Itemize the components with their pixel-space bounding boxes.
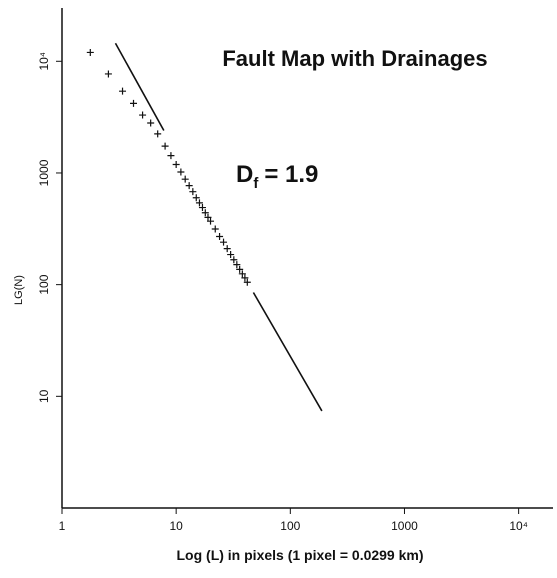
data-point bbox=[139, 111, 147, 119]
data-point bbox=[230, 256, 238, 264]
data-point bbox=[154, 130, 162, 138]
x-tick-label: 10 bbox=[169, 519, 183, 533]
y-tick-label: 10 bbox=[37, 389, 51, 403]
y-tick-label: 100 bbox=[37, 274, 51, 294]
data-point bbox=[227, 251, 235, 259]
data-point bbox=[243, 278, 251, 286]
x-axis-label: Log (L) in pixels (1 pixel = 0.0299 km) bbox=[176, 547, 423, 563]
data-point bbox=[236, 265, 244, 273]
data-point bbox=[181, 175, 189, 183]
data-point bbox=[198, 204, 206, 212]
data-point bbox=[241, 274, 249, 282]
y-tick-label: 10⁴ bbox=[37, 52, 51, 71]
data-point bbox=[86, 48, 94, 56]
annotation-symbol: D bbox=[236, 161, 253, 188]
data-point bbox=[233, 261, 241, 269]
data-point bbox=[104, 70, 112, 78]
data-point bbox=[167, 152, 175, 160]
chart-title: Fault Map with Drainages bbox=[222, 46, 487, 71]
data-point bbox=[220, 238, 228, 246]
annotation-subscript: f bbox=[253, 175, 259, 192]
y-axis-label: LG(N) bbox=[13, 275, 25, 305]
data-point bbox=[195, 199, 203, 207]
data-point bbox=[130, 99, 138, 107]
annotation-text: = 1.9 bbox=[264, 161, 318, 188]
annotation: Df = 1.9 bbox=[236, 161, 318, 192]
data-point bbox=[192, 194, 200, 202]
data-point bbox=[161, 142, 169, 150]
x-tick-label: 1000 bbox=[391, 519, 418, 533]
x-tick-label: 10⁴ bbox=[509, 519, 528, 533]
fit-line bbox=[114, 42, 165, 131]
fit-line bbox=[252, 292, 323, 412]
data-point bbox=[223, 245, 231, 253]
data-point bbox=[189, 188, 197, 196]
data-point bbox=[172, 161, 180, 169]
data-point bbox=[216, 232, 224, 240]
data-point bbox=[201, 209, 209, 217]
data-point bbox=[204, 213, 212, 221]
x-tick-label: 100 bbox=[280, 519, 300, 533]
data-point bbox=[147, 119, 155, 127]
data-point bbox=[238, 270, 246, 278]
data-point bbox=[185, 182, 193, 190]
y-tick-label: 1000 bbox=[37, 159, 51, 186]
data-point bbox=[119, 87, 127, 95]
x-tick-label: 1 bbox=[59, 519, 66, 533]
data-point bbox=[207, 217, 215, 225]
data-point bbox=[177, 168, 185, 176]
data-point bbox=[211, 225, 219, 233]
